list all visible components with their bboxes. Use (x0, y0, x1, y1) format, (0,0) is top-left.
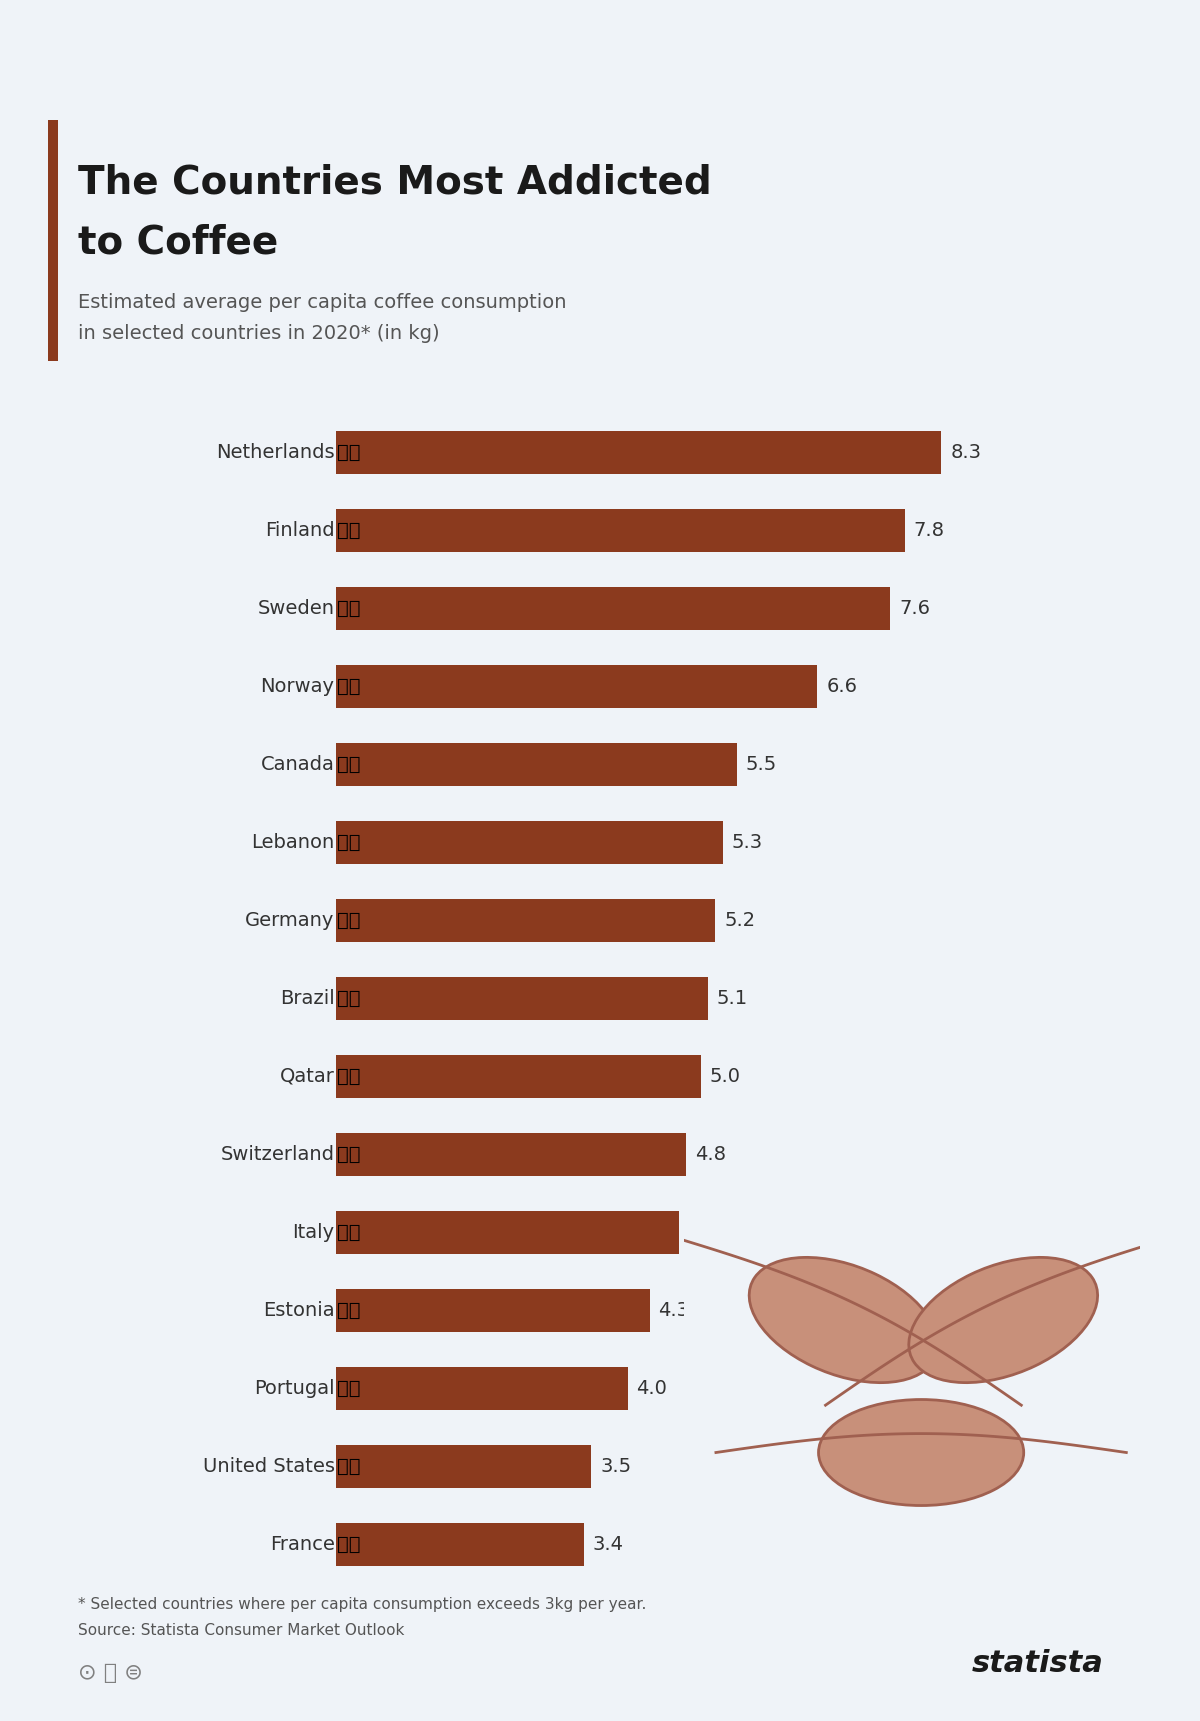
Bar (336, 430, 942, 473)
Text: Canada: Canada (260, 754, 335, 774)
Bar (336, 1446, 592, 1487)
Text: ⊙ ⓘ ⊜: ⊙ ⓘ ⊜ (78, 1662, 143, 1683)
Text: 5.1: 5.1 (716, 988, 748, 1009)
Text: * Selected countries where per capita consumption exceeds 3kg per year.: * Selected countries where per capita co… (78, 1597, 647, 1613)
Text: 🇳🇴: 🇳🇴 (337, 676, 361, 695)
Text: Qatar: Qatar (280, 1067, 335, 1086)
Text: 7.6: 7.6 (899, 599, 930, 618)
Text: 🇨🇭: 🇨🇭 (337, 1144, 361, 1163)
Text: The Countries Most Addicted: The Countries Most Addicted (78, 163, 712, 201)
Ellipse shape (908, 1258, 1098, 1382)
Bar (336, 664, 817, 707)
Bar (336, 1523, 584, 1566)
Text: 5.5: 5.5 (746, 754, 778, 774)
Bar (336, 1289, 649, 1332)
Text: Estimated average per capita coffee consumption: Estimated average per capita coffee cons… (78, 293, 566, 312)
Ellipse shape (818, 1399, 1024, 1506)
Bar (336, 1055, 701, 1098)
Text: in selected countries in 2020* (in kg): in selected countries in 2020* (in kg) (78, 324, 439, 342)
Text: 8.3: 8.3 (950, 442, 982, 461)
Text: 4.3: 4.3 (659, 1301, 690, 1320)
Text: Portugal: Portugal (254, 1379, 335, 1397)
Text: Italy: Italy (293, 1222, 335, 1243)
Text: 🇨🇦: 🇨🇦 (337, 754, 361, 774)
Bar (336, 1366, 628, 1409)
Text: 3.5: 3.5 (600, 1456, 631, 1477)
Text: Norway: Norway (260, 676, 335, 695)
Text: 🇧🇷: 🇧🇷 (337, 988, 361, 1009)
Text: Brazil: Brazil (280, 988, 335, 1009)
Text: Estonia: Estonia (263, 1301, 335, 1320)
Text: 🇶🇦: 🇶🇦 (337, 1067, 361, 1086)
Text: Source: Statista Consumer Market Outlook: Source: Statista Consumer Market Outlook (78, 1623, 404, 1638)
Text: France: France (270, 1535, 335, 1554)
Text: 🇮🇹: 🇮🇹 (337, 1222, 361, 1243)
Text: 🇳🇱: 🇳🇱 (337, 442, 361, 461)
Bar (336, 509, 905, 551)
Text: 4.0: 4.0 (636, 1379, 667, 1397)
Text: Sweden: Sweden (258, 599, 335, 618)
Text: statista: statista (972, 1649, 1104, 1678)
Text: Netherlands: Netherlands (216, 442, 335, 461)
Text: United States: United States (203, 1456, 335, 1477)
Text: 3.4: 3.4 (593, 1535, 624, 1554)
Text: 🇫🇮: 🇫🇮 (337, 520, 361, 540)
Bar (336, 587, 890, 630)
Bar (336, 898, 715, 941)
Text: 4.7: 4.7 (688, 1222, 719, 1243)
Text: 4.8: 4.8 (695, 1144, 726, 1163)
Bar (336, 821, 722, 864)
Text: 🇩🇪: 🇩🇪 (337, 910, 361, 929)
Text: 5.3: 5.3 (731, 833, 762, 852)
Text: 🇫🇷: 🇫🇷 (337, 1535, 361, 1554)
Text: Switzerland: Switzerland (221, 1144, 335, 1163)
Text: 5.2: 5.2 (724, 910, 755, 929)
Bar (336, 978, 708, 1019)
Text: 6.6: 6.6 (826, 676, 857, 695)
Text: to Coffee: to Coffee (78, 224, 278, 262)
Bar (336, 1132, 686, 1175)
Text: Finland: Finland (265, 520, 335, 540)
Text: Germany: Germany (245, 910, 335, 929)
Text: 🇸🇪: 🇸🇪 (337, 599, 361, 618)
Text: 5.0: 5.0 (709, 1067, 740, 1086)
Text: Lebanon: Lebanon (251, 833, 335, 852)
Text: 🇱🇧: 🇱🇧 (337, 833, 361, 852)
Text: 7.8: 7.8 (913, 520, 944, 540)
Bar (336, 743, 737, 785)
Ellipse shape (749, 1258, 938, 1382)
Bar (336, 1212, 679, 1253)
Text: 🇪🇪: 🇪🇪 (337, 1301, 361, 1320)
Text: 🇺🇸: 🇺🇸 (337, 1456, 361, 1477)
Text: 🇵🇹: 🇵🇹 (337, 1379, 361, 1397)
